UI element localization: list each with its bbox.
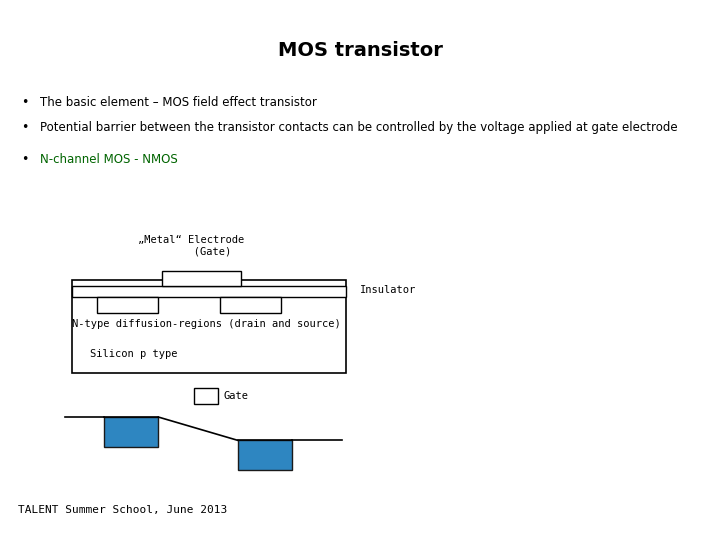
Bar xyxy=(238,440,292,470)
Text: N-type diffusion-regions (drain and source): N-type diffusion-regions (drain and sour… xyxy=(72,319,341,329)
Text: Potential barrier between the transistor contacts can be controlled by the volta: Potential barrier between the transistor… xyxy=(40,121,678,134)
Text: Gate: Gate xyxy=(223,391,248,401)
Bar xyxy=(72,280,346,373)
Text: N-channel MOS - NMOS: N-channel MOS - NMOS xyxy=(40,153,177,166)
Text: MOS transistor: MOS transistor xyxy=(278,40,442,60)
Bar xyxy=(97,296,158,313)
Bar xyxy=(104,417,158,447)
Text: •: • xyxy=(22,121,29,134)
Text: „Metal“ Electrode
       (Gate): „Metal“ Electrode (Gate) xyxy=(138,235,244,256)
Text: •: • xyxy=(22,96,29,109)
Text: Silicon p type: Silicon p type xyxy=(90,349,178,359)
Text: The basic element – MOS field effect transistor: The basic element – MOS field effect tra… xyxy=(40,96,317,109)
Text: •: • xyxy=(22,153,29,166)
Bar xyxy=(220,296,281,313)
Bar xyxy=(194,388,218,404)
Bar xyxy=(72,286,346,296)
Bar xyxy=(162,271,241,286)
Text: TALENT Summer School, June 2013: TALENT Summer School, June 2013 xyxy=(18,505,228,515)
Text: Insulator: Insulator xyxy=(360,285,416,295)
